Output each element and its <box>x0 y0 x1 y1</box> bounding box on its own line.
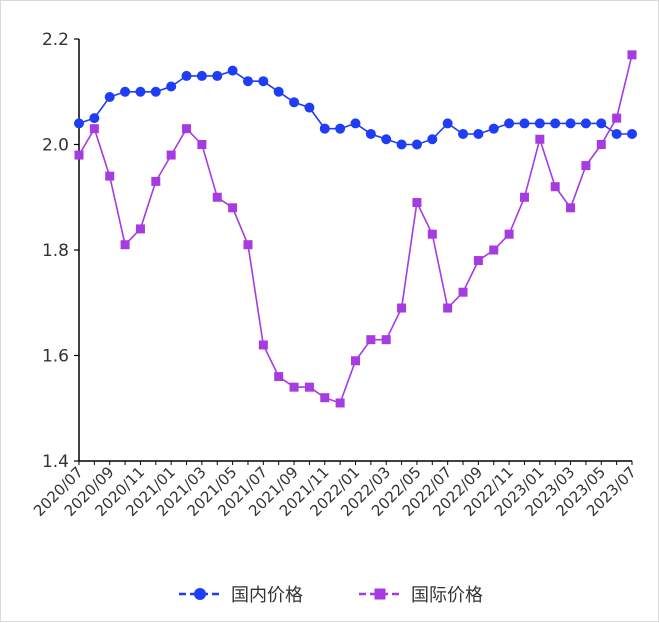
data-point <box>273 86 284 97</box>
data-point <box>120 86 131 97</box>
y-tick-labels: 1.4 1.6 1.8 2.0 2.2 <box>42 30 69 472</box>
data-point <box>135 224 145 234</box>
data-point <box>350 118 361 129</box>
data-point <box>580 118 591 129</box>
data-point <box>581 161 591 171</box>
data-point <box>473 256 483 266</box>
data-point <box>351 356 360 366</box>
data-point <box>427 229 437 239</box>
data-point <box>443 303 453 313</box>
data-point <box>289 382 299 392</box>
data-point <box>242 76 253 87</box>
data-point <box>74 150 84 160</box>
data-point <box>489 245 499 255</box>
data-point <box>534 118 545 129</box>
data-point <box>535 134 545 144</box>
data-point <box>319 123 330 134</box>
data-point <box>519 118 530 129</box>
data-point <box>381 134 392 145</box>
data-point <box>196 70 207 81</box>
legend-label: 国内价格 <box>231 585 303 606</box>
data-point <box>396 139 407 150</box>
data-point <box>596 140 606 149</box>
data-point <box>335 123 346 134</box>
data-point <box>611 128 622 139</box>
legend-label: 国际价格 <box>411 585 483 606</box>
y-tick-label: 1.8 <box>42 241 69 261</box>
data-point <box>182 124 192 134</box>
data-point <box>565 118 576 129</box>
data-point <box>181 70 192 81</box>
data-point <box>458 128 469 139</box>
data-point <box>304 382 314 392</box>
data-point <box>304 102 315 113</box>
data-point <box>411 139 422 150</box>
x-tick-labels: 2020/072020/092020/112021/012021/032021/… <box>30 463 640 520</box>
axes <box>74 38 633 465</box>
data-point <box>320 393 330 403</box>
legend: 国内价格 国际价格 <box>179 585 483 606</box>
data-point <box>150 86 161 97</box>
data-point <box>274 372 284 382</box>
data-point <box>596 118 607 129</box>
data-point <box>104 92 115 103</box>
data-point <box>335 398 345 408</box>
data-point <box>151 176 161 186</box>
data-point <box>258 76 269 87</box>
data-point <box>289 97 300 108</box>
data-point <box>412 198 422 208</box>
series-2 <box>74 50 637 408</box>
data-point <box>488 123 499 134</box>
legend-entry-1: 国内价格 <box>179 585 303 606</box>
y-tick-label: 1.6 <box>42 347 69 367</box>
data-point <box>105 171 115 181</box>
y-tick-label: 1.4 <box>42 452 69 472</box>
series-layer <box>74 50 637 408</box>
data-point <box>89 124 99 134</box>
data-point <box>212 192 222 202</box>
data-point <box>504 118 515 129</box>
series-line <box>78 54 633 405</box>
legend-marker <box>374 588 386 600</box>
data-point <box>458 287 468 297</box>
data-point <box>166 150 176 160</box>
data-point <box>227 65 238 76</box>
data-point <box>427 134 438 145</box>
data-point <box>504 229 514 239</box>
series-line <box>78 69 632 146</box>
data-point <box>550 118 561 129</box>
series-1 <box>74 65 637 150</box>
data-point <box>381 335 391 345</box>
data-point <box>566 203 576 213</box>
data-point <box>519 192 529 202</box>
data-point <box>627 50 637 60</box>
data-point <box>228 203 238 213</box>
data-point <box>397 303 407 313</box>
y-tick-label: 2.0 <box>42 136 69 156</box>
data-point <box>365 128 376 139</box>
data-point <box>74 118 84 129</box>
data-point <box>550 182 560 192</box>
data-point <box>166 81 177 92</box>
data-point <box>627 128 637 139</box>
data-point <box>120 240 130 250</box>
data-point <box>212 70 223 81</box>
data-point <box>243 240 253 250</box>
data-point <box>89 113 100 124</box>
data-point <box>197 140 207 149</box>
data-point <box>442 118 453 129</box>
data-point <box>366 335 376 345</box>
data-point <box>258 340 268 350</box>
data-point <box>473 128 484 139</box>
data-point <box>612 113 622 123</box>
y-tick-label: 2.2 <box>42 30 69 50</box>
legend-entry-2: 国际价格 <box>359 585 483 606</box>
data-point <box>135 86 146 97</box>
legend-marker <box>194 588 206 600</box>
